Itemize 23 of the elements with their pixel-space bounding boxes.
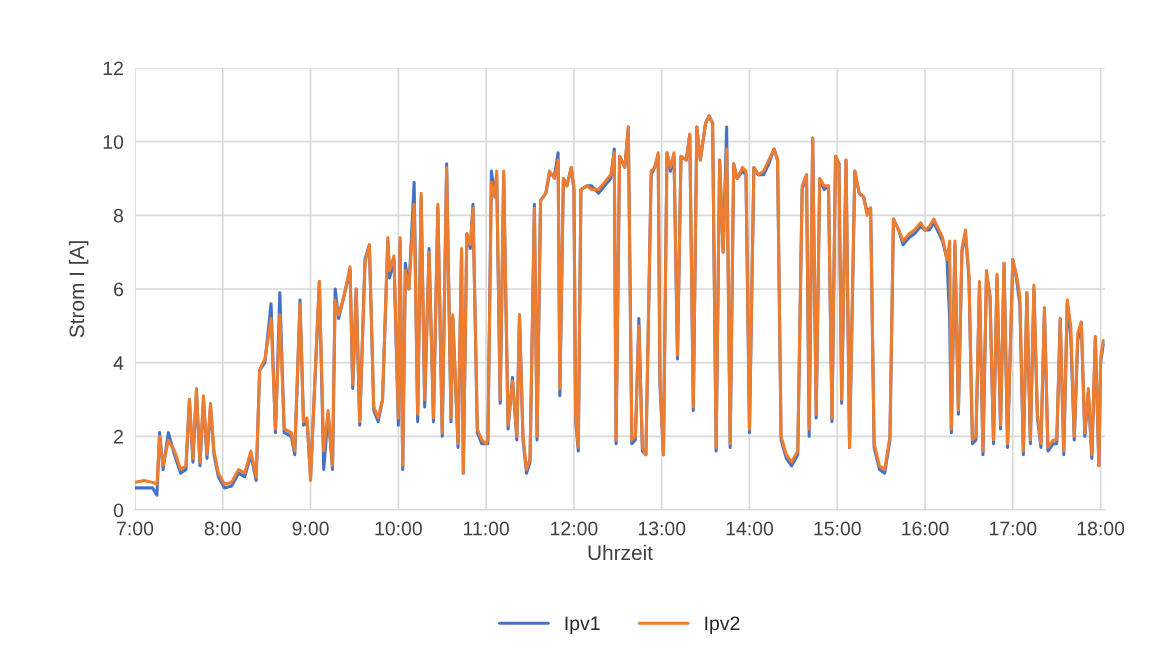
y-tick-label: 2 xyxy=(114,429,123,444)
x-tick-label: 11:00 xyxy=(464,521,509,536)
y-tick-label: 8 xyxy=(113,208,124,223)
x-tick-label: 14:00 xyxy=(726,521,774,536)
y-tick-label: 0 xyxy=(113,503,124,518)
x-tick-label: 10:00 xyxy=(375,521,422,536)
x-tick-label: 12:00 xyxy=(551,521,598,536)
y-tick-label: 6 xyxy=(114,282,124,297)
legend-label: Ipv2 xyxy=(705,616,740,635)
x-tick-label: 7:00 xyxy=(117,521,154,536)
x-tick-label: 17:00 xyxy=(989,521,1037,536)
x-axis-title: Uhrzeit xyxy=(588,544,653,561)
y-axis-title: Strom I [A] xyxy=(68,241,89,338)
x-tick-label: 18:00 xyxy=(1077,521,1125,536)
x-tick-label: 16:00 xyxy=(902,521,949,536)
x-tick-label: 15:00 xyxy=(814,521,861,536)
x-tick-label: 13:00 xyxy=(638,521,686,536)
y-tick-label: 4 xyxy=(113,356,124,370)
y-tick-label: 12 xyxy=(103,61,123,76)
legend-label: Ipv1 xyxy=(565,616,600,635)
y-tick-label: 10 xyxy=(103,135,124,149)
x-tick-label: 9:00 xyxy=(292,521,329,536)
x-tick-label: 8:00 xyxy=(204,521,241,536)
